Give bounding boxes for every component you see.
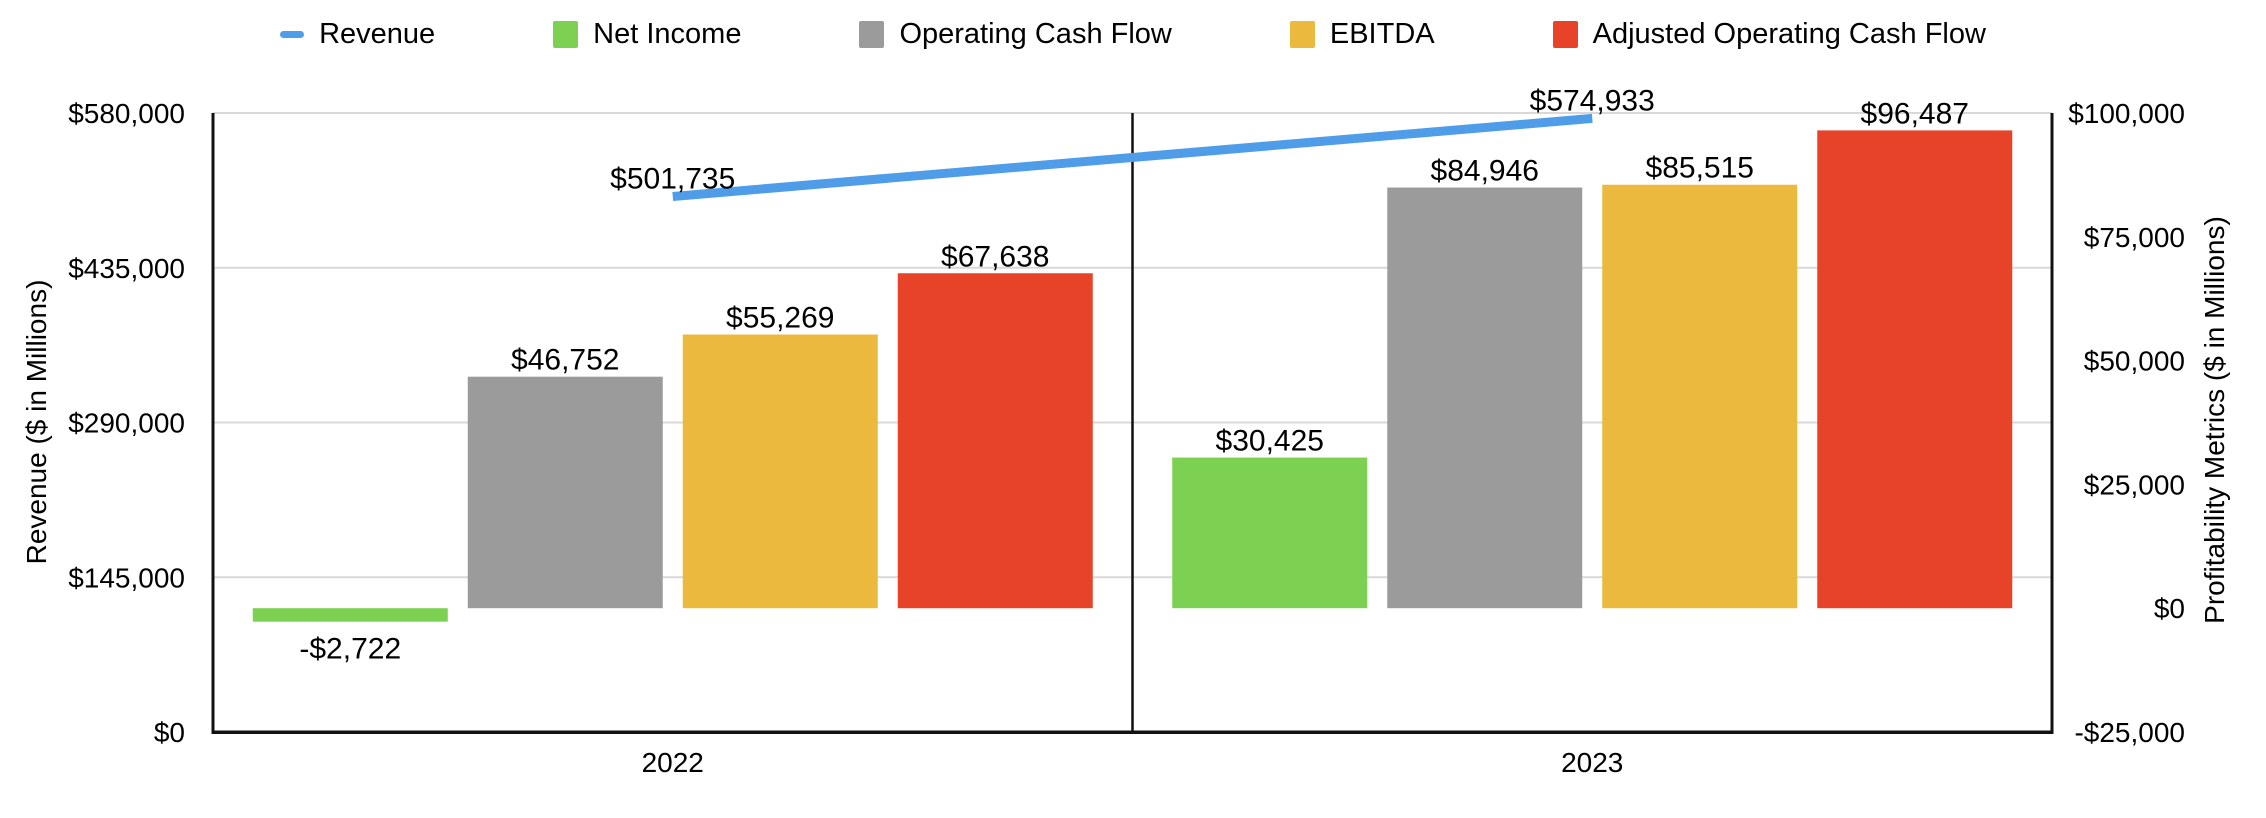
left-axis-tick--435-000: $435,000 bbox=[68, 253, 185, 284]
revenue-line bbox=[672, 113, 1593, 202]
right-axis-title: Profitability Metrics ($ in Millions) bbox=[2199, 216, 2230, 624]
revenue-line-swatch-icon bbox=[280, 31, 305, 38]
x-axis-label-2022: 2022 bbox=[642, 747, 704, 778]
data-label-revenue-2022: $501,735 bbox=[610, 163, 735, 196]
data-label-operating-cash-flow-2023: $84,946 bbox=[1431, 155, 1539, 188]
data-label-operating-cash-flow-2022: $46,752 bbox=[511, 344, 619, 377]
data-label-ebitda-2023: $85,515 bbox=[1646, 152, 1754, 185]
legend-label-adjusted-operating-cash-flow: Adjusted Operating Cash Flow bbox=[1592, 18, 1986, 50]
bar-adjusted-operating-cash-flow-2023 bbox=[1817, 130, 2013, 609]
plot-border-right bbox=[2050, 113, 2054, 732]
bar-ebitda-2022 bbox=[682, 334, 878, 609]
left-axis-tick--0: $0 bbox=[154, 717, 185, 748]
x-axis-label-2023: 2023 bbox=[1561, 747, 1623, 778]
legend-item-net-income: Net Income bbox=[553, 18, 741, 51]
chart-legend: Revenue Net Income Operating Cash Flow E… bbox=[0, 18, 2266, 51]
ebitda-swatch-icon bbox=[1289, 21, 1315, 48]
legend-label-ebitda: EBITDA bbox=[1329, 18, 1435, 50]
data-label-net-income-2022: -$2,722 bbox=[299, 633, 401, 666]
legend-item-adjusted-operating-cash-flow: Adjusted Operating Cash Flow bbox=[1552, 18, 1986, 51]
left-axis-tick--290-000: $290,000 bbox=[68, 408, 185, 439]
legend-label-revenue: Revenue bbox=[319, 18, 436, 50]
legend-item-operating-cash-flow: Operating Cash Flow bbox=[859, 18, 1172, 51]
data-label-ebitda-2022: $55,269 bbox=[726, 302, 834, 335]
bar-net-income-2023 bbox=[1172, 457, 1368, 609]
right-axis-tick--0: $0 bbox=[2154, 593, 2185, 624]
operating-cash-flow-swatch-icon bbox=[859, 21, 885, 48]
adjusted-operating-cash-flow-swatch-icon bbox=[1552, 21, 1578, 48]
legend-item-ebitda: EBITDA bbox=[1289, 18, 1435, 51]
data-label-adjusted-operating-cash-flow-2023: $96,487 bbox=[1861, 97, 1969, 130]
legend-label-net-income: Net Income bbox=[593, 18, 742, 50]
data-label-adjusted-operating-cash-flow-2022: $67,638 bbox=[941, 240, 1049, 273]
left-axis-title: Revenue ($ in Millions) bbox=[21, 280, 52, 565]
plot-border-left bbox=[211, 113, 215, 732]
legend-item-revenue: Revenue bbox=[280, 18, 435, 51]
right-axis-tick--25-000: $25,000 bbox=[2084, 469, 2185, 500]
bar-ebitda-2023 bbox=[1602, 184, 1798, 609]
data-label-revenue-2023: $574,933 bbox=[1530, 84, 1655, 117]
data-label-net-income-2023: $30,425 bbox=[1216, 425, 1324, 458]
net-income-swatch-icon bbox=[553, 21, 579, 48]
right-axis-tick--100-000: $100,000 bbox=[2068, 98, 2185, 129]
right-axis-tick--25-000: -$25,000 bbox=[2074, 717, 2185, 748]
x-axis-line bbox=[211, 730, 2054, 734]
bar-operating-cash-flow-2022 bbox=[467, 376, 663, 609]
bar-operating-cash-flow-2023 bbox=[1387, 187, 1583, 609]
right-axis-tick--75-000: $75,000 bbox=[2084, 222, 2185, 253]
left-axis-tick--145-000: $145,000 bbox=[68, 562, 185, 593]
legend-label-operating-cash-flow: Operating Cash Flow bbox=[899, 18, 1172, 50]
right-axis-tick--50-000: $50,000 bbox=[2084, 346, 2185, 377]
bar-net-income-2022 bbox=[252, 608, 448, 622]
left-axis-tick--580-000: $580,000 bbox=[68, 98, 185, 129]
bar-adjusted-operating-cash-flow-2022 bbox=[897, 273, 1093, 609]
category-divider bbox=[1131, 113, 1134, 732]
